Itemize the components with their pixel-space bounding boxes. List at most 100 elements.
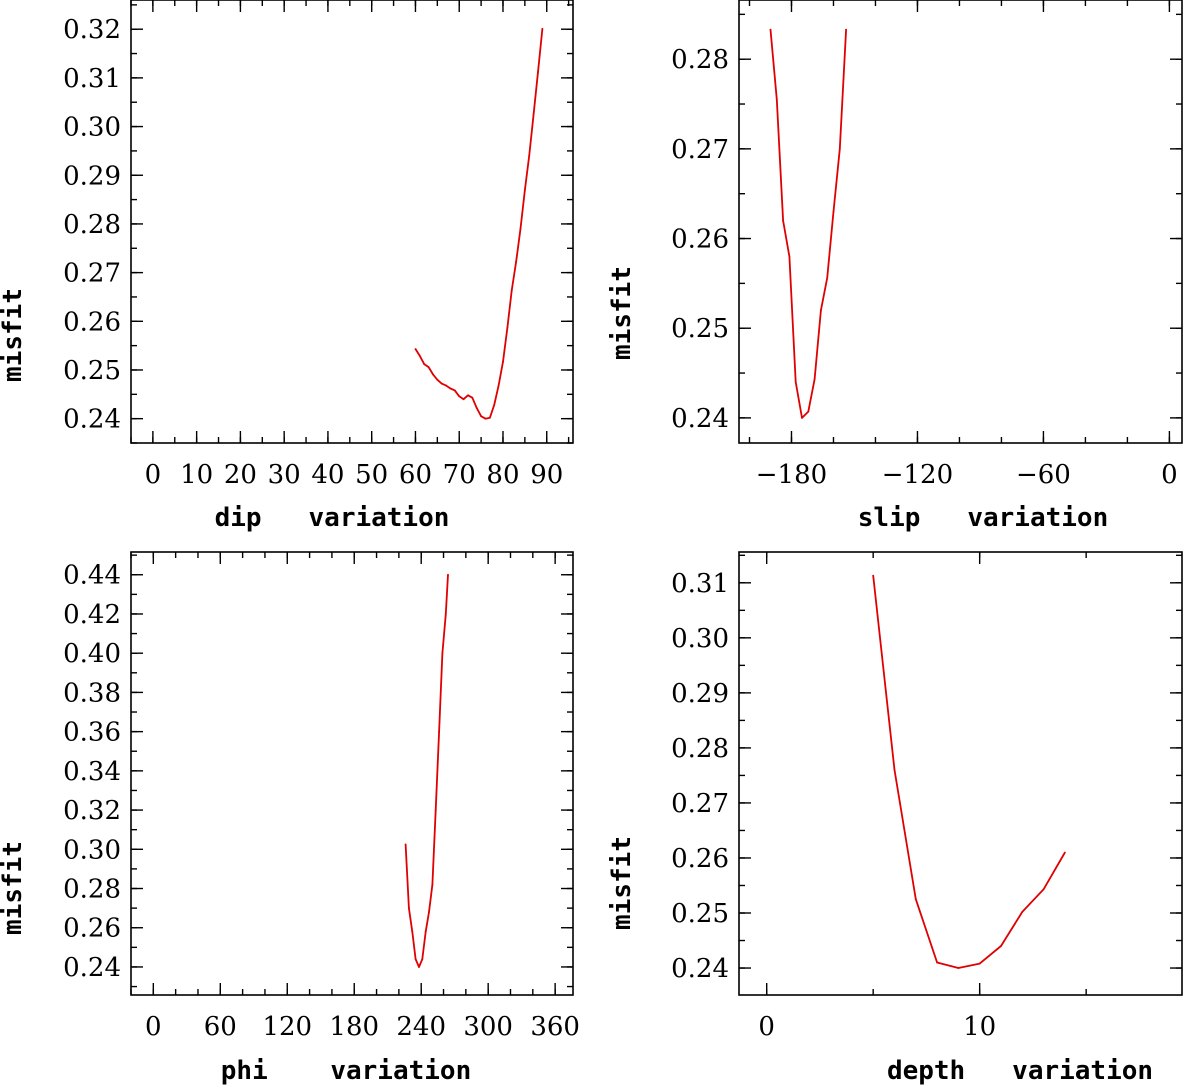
y-tick-label: 0.40 — [63, 639, 121, 669]
y-tick-label: 0.31 — [63, 64, 121, 94]
slip-ylabel: misfit — [607, 266, 637, 360]
data-point — [541, 27, 544, 30]
data-point — [436, 378, 439, 381]
misfit-series-line — [404, 574, 449, 968]
x-tick-label: −60 — [1016, 460, 1071, 490]
x-tick-label: 50 — [355, 460, 388, 490]
data-point — [467, 394, 469, 397]
data-point — [936, 961, 938, 964]
misfit-series-line — [414, 28, 544, 420]
data-point — [418, 966, 420, 968]
y-tick-label: 0.28 — [671, 734, 729, 764]
y-tick-label: 0.36 — [63, 718, 121, 748]
data-point — [418, 354, 421, 357]
x-tick-label: −120 — [882, 460, 953, 490]
data-point — [914, 898, 917, 901]
data-point — [441, 652, 444, 655]
x-tick-label: 0 — [1161, 460, 1178, 490]
data-point — [488, 416, 491, 419]
data-point — [444, 613, 447, 615]
data-point — [462, 398, 465, 401]
data-point — [794, 381, 797, 383]
x-tick-label: 40 — [311, 460, 344, 490]
data-point — [447, 573, 449, 576]
y-tick-label: 0.24 — [63, 953, 121, 983]
x-tick-label: 80 — [486, 460, 519, 490]
misfit-series-line — [769, 29, 847, 419]
slip-xlabel: slip variation — [858, 503, 1108, 533]
x-tick-label: 60 — [399, 460, 432, 490]
data-point — [432, 373, 434, 376]
y-tick-label: 0.34 — [63, 757, 121, 787]
y-tick-label: 0.28 — [63, 210, 121, 240]
data-point — [431, 883, 434, 886]
data-point — [471, 396, 474, 399]
x-tick-label: 90 — [530, 460, 563, 490]
data-point — [510, 289, 513, 292]
x-tick-label: 60 — [204, 1012, 237, 1042]
y-tick-label: 0.28 — [63, 875, 121, 905]
data-point — [428, 911, 430, 913]
data-point — [1021, 911, 1024, 913]
y-tick-label: 0.38 — [63, 678, 121, 708]
y-tick-label: 0.25 — [671, 314, 729, 344]
x-tick-label: 240 — [396, 1012, 446, 1042]
data-point — [480, 415, 482, 418]
y-tick-label: 0.24 — [671, 954, 729, 984]
data-point — [497, 384, 500, 387]
x-tick-label: 20 — [224, 460, 257, 490]
data-point — [411, 930, 414, 933]
data-point — [826, 277, 829, 279]
x-tick-label: 180 — [329, 1012, 379, 1042]
panel-slip: −180 −120 −60 0 0.24 0.25 0.26 0.27 0.28 slip va… — [607, 0, 1183, 533]
y-tick-label: 0.29 — [63, 161, 121, 191]
x-tick-label: 10 — [963, 1012, 996, 1042]
x-tick-label: 0 — [758, 1012, 775, 1042]
y-tick-label: 0.44 — [63, 561, 121, 591]
dip-xlabel: dip variation — [215, 503, 450, 533]
y-tick-label: 0.25 — [671, 899, 729, 929]
y-tick-label: 0.26 — [63, 307, 121, 337]
x-tick-label: 10 — [180, 460, 213, 490]
y-tick-label: 0.31 — [671, 569, 729, 599]
phi-xlabel: phi variation — [221, 1056, 471, 1086]
x-tick-label: 300 — [463, 1012, 513, 1042]
data-point — [1042, 888, 1045, 891]
y-tick-label: 0.32 — [63, 15, 121, 45]
data-point — [893, 769, 896, 771]
data-point — [788, 255, 791, 258]
data-point — [1000, 945, 1002, 947]
plot-frame — [738, 0, 1183, 444]
x-tick-label: 0 — [145, 460, 162, 490]
data-point — [1063, 851, 1066, 854]
data-point — [434, 809, 437, 811]
panel-dip: 0 10 20 30 40 50 60 70 80 90 0.24 0.25 0.26 0.27 0.28 0… — [0, 0, 574, 533]
data-point — [438, 730, 440, 733]
data-point — [506, 326, 509, 329]
y-tick-label: 0.26 — [671, 225, 729, 255]
data-point — [957, 967, 960, 969]
data-point — [807, 410, 810, 413]
data-point — [421, 958, 424, 961]
x-tick-label: 0 — [145, 1012, 162, 1042]
depth-xlabel: depth variation — [887, 1056, 1153, 1086]
data-point — [440, 382, 443, 385]
y-tick-label: 0.26 — [63, 914, 121, 944]
data-point — [445, 384, 447, 387]
y-tick-label: 0.25 — [63, 356, 121, 386]
dip-ylabel: misfit — [0, 288, 28, 382]
data-point — [453, 389, 456, 392]
x-tick-label: 30 — [268, 460, 301, 490]
data-point — [523, 188, 526, 191]
data-point — [775, 98, 778, 101]
data-point — [769, 28, 772, 31]
data-point — [414, 958, 417, 961]
misfit-series-line — [872, 575, 1066, 969]
depth-ylabel: misfit — [607, 836, 637, 930]
data-point — [484, 417, 487, 420]
data-point — [519, 227, 522, 230]
data-point — [424, 930, 427, 933]
y-tick-label: 0.32 — [63, 796, 121, 826]
y-tick-label: 0.28 — [671, 45, 729, 75]
